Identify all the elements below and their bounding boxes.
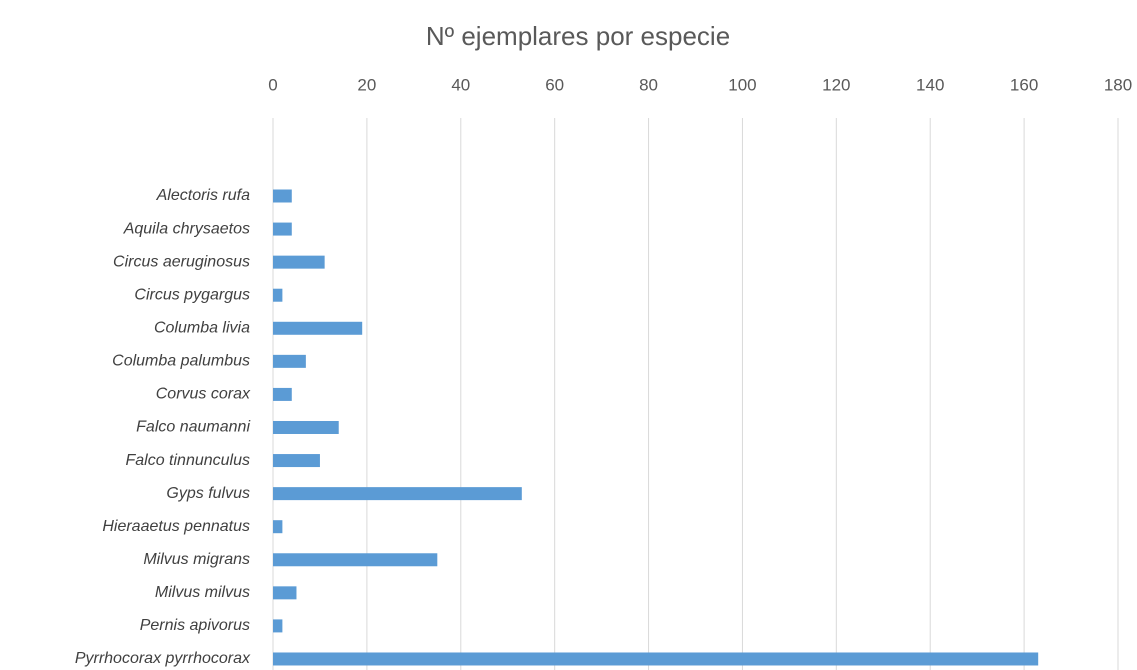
x-tick-label: 0 (268, 75, 277, 94)
bar (273, 487, 522, 501)
x-tick-label: 20 (357, 75, 376, 94)
y-tick-label: Alectoris rufa (156, 187, 250, 204)
bar (273, 321, 363, 335)
x-tick-label: 80 (639, 75, 658, 94)
bar (273, 387, 292, 401)
x-tick-label: 60 (545, 75, 564, 94)
x-tick-label: 100 (728, 75, 756, 94)
bar (273, 652, 1039, 666)
y-tick-label: Hieraaetus pennatus (102, 518, 250, 535)
y-tick-label: Milvus migrans (143, 551, 250, 568)
y-tick-label: Pernis apivorus (140, 617, 250, 634)
y-tick-label: Falco tinnunculus (125, 452, 250, 469)
y-tick-label: Pyrrhocorax pyrrhocorax (75, 650, 251, 667)
y-tick-label: Milvus milvus (155, 584, 250, 601)
bar (273, 586, 297, 600)
y-tick-label: Falco naumanni (136, 419, 250, 436)
y-tick-label: Columba palumbus (112, 353, 250, 370)
x-tick-label: 180 (1104, 75, 1132, 94)
y-tick-label: Circus pygargus (134, 286, 250, 303)
bar (273, 189, 292, 203)
bar (273, 454, 320, 468)
chart-title: Nº ejemplares por especie (426, 21, 730, 51)
bar (273, 619, 283, 633)
x-tick-label: 160 (1010, 75, 1038, 94)
bar (273, 255, 325, 269)
y-tick-label: Circus aeruginosus (113, 253, 250, 270)
bar (273, 354, 306, 368)
x-tick-label: 140 (916, 75, 944, 94)
bar (273, 420, 339, 434)
bar (273, 288, 283, 302)
x-tick-label: 120 (822, 75, 850, 94)
bar (273, 553, 438, 567)
x-tick-label: 40 (451, 75, 470, 94)
y-tick-label: Columba livia (154, 319, 250, 336)
y-tick-label: Gyps fulvus (166, 485, 250, 502)
bar (273, 222, 292, 236)
y-tick-label: Aquila chrysaetos (123, 220, 250, 237)
bar (273, 520, 283, 534)
y-tick-label: Corvus corax (156, 386, 251, 403)
